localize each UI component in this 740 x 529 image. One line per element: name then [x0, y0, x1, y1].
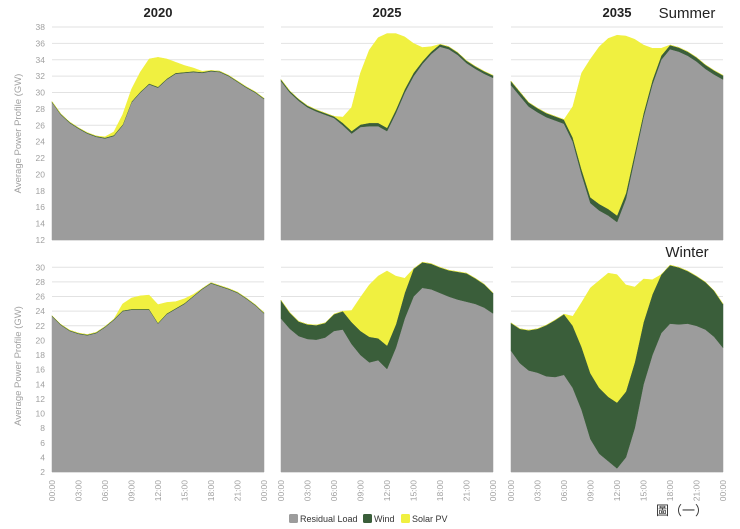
x-tick-label-2035-1: 03:00	[533, 480, 543, 502]
x-tick-label-2035-2: 06:00	[559, 480, 569, 502]
y-tick-label-summer-5: 22	[36, 153, 46, 163]
area-solar-pv-summer-2035	[510, 34, 724, 216]
x-tick-label-2020-7: 21:00	[233, 480, 243, 502]
y-axis-title-winter: Average Power Profile (GW)	[13, 306, 24, 426]
x-tick-label-2035-4: 12:00	[612, 480, 622, 502]
y-tick-label-winter-0: 2	[40, 467, 45, 477]
y-tick-label-winter-5: 12	[36, 394, 46, 404]
area-solar-pv-summer-2025	[280, 33, 494, 132]
season-label-winter: Winter	[665, 244, 708, 261]
y-tick-label-summer-4: 20	[36, 169, 46, 179]
y-tick-label-summer-3: 18	[36, 186, 46, 196]
legend-swatch-wind	[363, 514, 372, 523]
y-tick-label-summer-1: 14	[36, 219, 46, 229]
y-tick-label-summer-8: 28	[36, 104, 46, 114]
year-title-2020: 2020	[144, 5, 173, 20]
y-tick-label-summer-0: 12	[36, 235, 46, 245]
panel-summer-2020	[51, 26, 265, 241]
x-tick-label-2035-8: 00:00	[718, 480, 728, 502]
y-tick-label-winter-7: 16	[36, 365, 46, 375]
x-tick-label-2035-7: 21:00	[692, 480, 702, 502]
legend-swatch-solar-pv	[401, 514, 410, 523]
season-label-summer: Summer	[659, 5, 716, 22]
x-tick-label-2025-7: 21:00	[462, 480, 472, 502]
y-tick-label-summer-2: 16	[36, 202, 46, 212]
y-tick-label-winter-14: 30	[36, 262, 46, 272]
x-tick-label-2035-0: 00:00	[506, 480, 516, 502]
y-tick-label-winter-9: 20	[36, 335, 46, 345]
panel-summer-2035	[510, 26, 724, 241]
x-tick-label-2025-3: 09:00	[356, 480, 366, 502]
x-tick-label-2020-8: 00:00	[259, 480, 269, 502]
y-tick-label-summer-13: 38	[36, 22, 46, 32]
x-tick-label-2020-6: 18:00	[206, 480, 216, 502]
y-tick-label-winter-11: 24	[36, 306, 46, 316]
x-tick-label-2020-1: 03:00	[74, 480, 84, 502]
x-tick-label-2035-3: 09:00	[586, 480, 596, 502]
x-tick-label-2025-2: 06:00	[329, 480, 339, 502]
x-tick-label-2020-4: 12:00	[153, 480, 163, 502]
y-tick-label-summer-10: 32	[36, 71, 46, 81]
x-tick-label-2025-1: 03:00	[303, 480, 313, 502]
x-tick-label-2025-5: 15:00	[409, 480, 419, 502]
x-tick-label-2035-6: 18:00	[665, 480, 675, 502]
area-solar-pv-winter-2035	[510, 264, 724, 403]
x-tick-label-2020-2: 06:00	[100, 480, 110, 502]
area-solar-pv-winter-2020	[51, 282, 265, 335]
y-tick-label-summer-12: 36	[36, 38, 46, 48]
area-solar-pv-winter-2025	[280, 261, 494, 346]
x-tick-label-2025-8: 00:00	[488, 480, 498, 502]
y-tick-label-winter-2: 6	[40, 438, 45, 448]
panel-winter-2035	[510, 264, 724, 473]
area-solar-pv-summer-2020	[51, 57, 265, 138]
y-tick-label-summer-7: 26	[36, 120, 46, 130]
panel-summer-2025	[280, 26, 494, 241]
figure-caption: 圖（一）	[656, 503, 708, 518]
x-tick-label-2020-5: 15:00	[180, 480, 190, 502]
year-title-2025: 2025	[373, 5, 402, 20]
panel-winter-2025	[280, 261, 494, 473]
y-tick-label-winter-12: 26	[36, 292, 46, 302]
area-residual-load-summer-2020	[51, 70, 265, 241]
legend-swatch-residual-load	[289, 514, 298, 523]
x-tick-label-2020-3: 09:00	[127, 480, 137, 502]
x-tick-label-2025-0: 00:00	[276, 480, 286, 502]
y-tick-label-winter-6: 14	[36, 379, 46, 389]
chart-legend: Residual Load Wind Solar PV 圖（一）	[289, 503, 708, 524]
x-tick-label-2035-5: 15:00	[639, 480, 649, 502]
y-tick-label-winter-8: 18	[36, 350, 46, 360]
y-tick-label-winter-3: 8	[40, 423, 45, 433]
y-tick-label-winter-1: 4	[40, 452, 45, 462]
y-tick-label-winter-10: 22	[36, 321, 46, 331]
x-tick-label-2020-0: 00:00	[47, 480, 57, 502]
legend-label-residual-load: Residual Load	[300, 514, 358, 524]
year-title-2035: 2035	[603, 5, 632, 20]
y-axis-title-summer: Average Power Profile (GW)	[13, 74, 24, 194]
legend-label-solar-pv: Solar PV	[412, 514, 448, 524]
y-tick-label-summer-6: 24	[36, 137, 46, 147]
y-tick-label-winter-4: 10	[36, 409, 46, 419]
x-tick-label-2025-6: 18:00	[435, 480, 445, 502]
panel-winter-2020	[51, 266, 265, 473]
y-tick-label-summer-11: 34	[36, 55, 46, 65]
y-tick-label-summer-9: 30	[36, 88, 46, 98]
y-tick-label-winter-13: 28	[36, 277, 46, 287]
legend-label-wind: Wind	[374, 514, 395, 524]
chart-panels	[51, 26, 724, 473]
x-tick-label-2025-4: 12:00	[382, 480, 392, 502]
